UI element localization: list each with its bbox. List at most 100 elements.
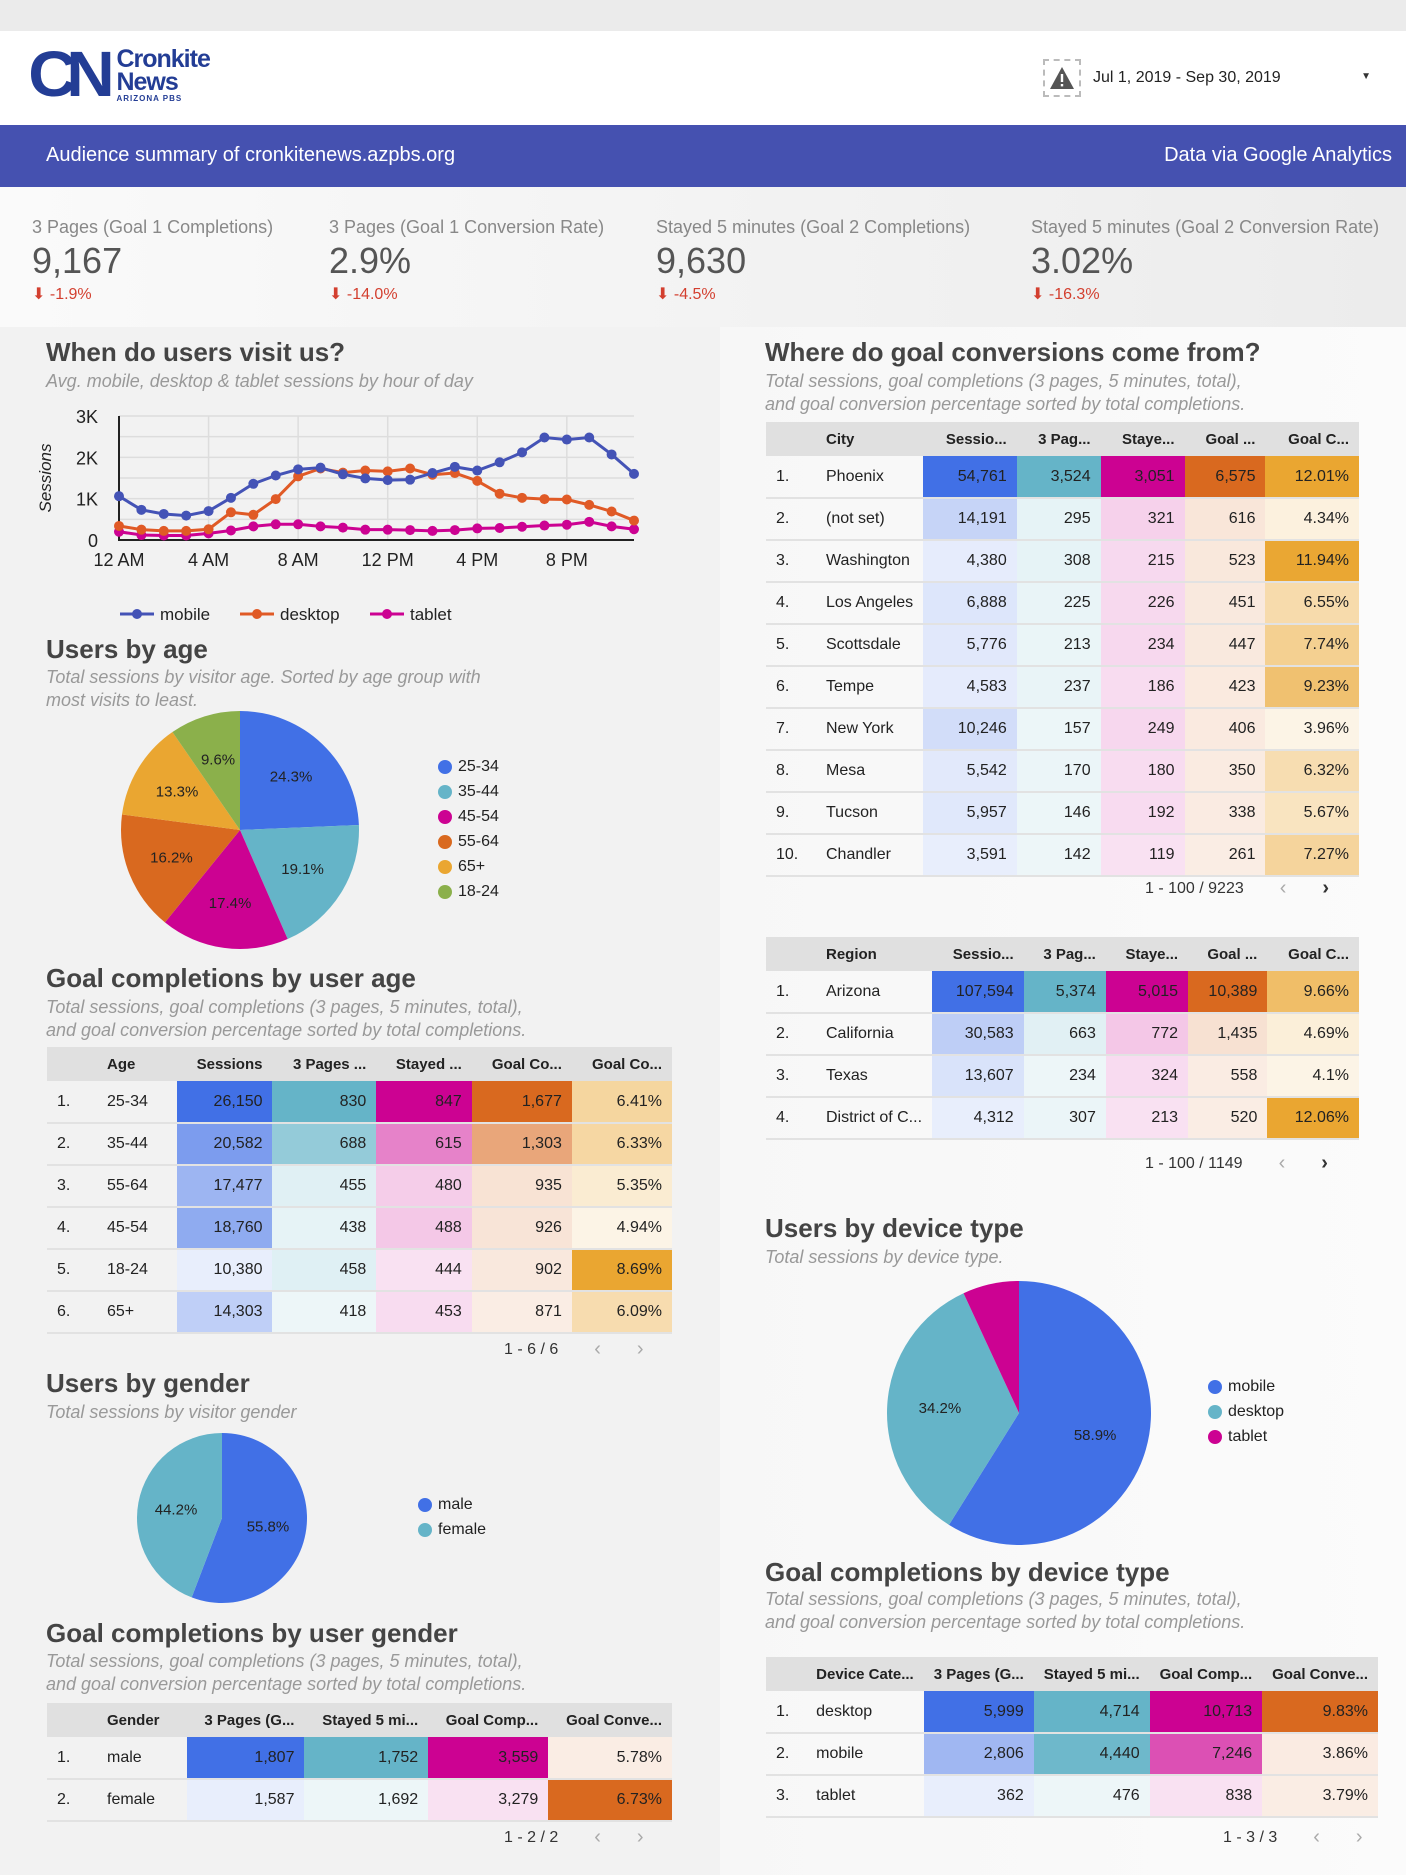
data-point-mobile[interactable] xyxy=(584,432,595,443)
column-header[interactable]: Goal Comp... xyxy=(1149,1657,1263,1691)
pie-slice-18-24[interactable] xyxy=(172,711,240,830)
data-point-tablet[interactable] xyxy=(584,516,595,527)
data-point-desktop[interactable] xyxy=(472,475,483,486)
data-point-mobile[interactable] xyxy=(494,457,505,468)
column-header[interactable]: Goal ... xyxy=(1188,937,1268,971)
pie-slice-male[interactable] xyxy=(191,1433,308,1603)
next-page-icon[interactable]: › xyxy=(1355,1826,1363,1848)
column-header[interactable] xyxy=(47,1703,97,1737)
data-point-mobile[interactable] xyxy=(136,504,147,515)
column-header[interactable]: Stayed 5 mi... xyxy=(1033,1657,1150,1691)
prev-page-icon[interactable]: ‹ xyxy=(594,1826,601,1848)
next-page-icon[interactable]: › xyxy=(636,1338,644,1360)
data-point-mobile[interactable] xyxy=(114,491,124,502)
pie-slice-45-54[interactable] xyxy=(164,830,288,949)
data-point-tablet[interactable] xyxy=(382,524,393,535)
data-point-desktop[interactable] xyxy=(405,463,416,474)
column-header[interactable] xyxy=(47,1047,97,1081)
data-point-desktop[interactable] xyxy=(629,515,639,526)
data-point-mobile[interactable] xyxy=(539,432,550,443)
legend-item[interactable]: 65+ xyxy=(438,854,499,879)
legend-item[interactable]: 45-54 xyxy=(438,804,499,829)
legend-item[interactable]: tablet xyxy=(1208,1424,1284,1449)
data-point-desktop[interactable] xyxy=(181,525,192,536)
data-point-mobile[interactable] xyxy=(427,468,438,479)
pie-slice-female[interactable] xyxy=(137,1433,222,1598)
table-row[interactable]: 8. Mesa 5,542 170 180 350 6.32% xyxy=(766,750,1359,793)
data-point-desktop[interactable] xyxy=(293,471,304,482)
column-header[interactable]: Sessio... xyxy=(932,937,1024,971)
prev-page-icon[interactable]: ‹ xyxy=(1313,1826,1320,1848)
data-point-desktop[interactable] xyxy=(539,494,550,505)
legend-item[interactable]: 35-44 xyxy=(438,779,499,804)
column-header[interactable]: 3 Pag... xyxy=(1016,422,1101,456)
data-point-mobile[interactable] xyxy=(382,475,393,486)
table-row[interactable]: 3. Washington 4,380 308 215 523 11.94% xyxy=(766,540,1359,583)
data-point-tablet[interactable] xyxy=(337,522,348,533)
data-point-mobile[interactable] xyxy=(629,468,639,479)
column-header[interactable]: Staye... xyxy=(1105,937,1189,971)
table-row[interactable]: 5. 18-24 10,380 458 444 902 8.69% xyxy=(47,1249,672,1292)
legend-item-desktop[interactable]: desktop xyxy=(240,605,340,624)
data-point-desktop[interactable] xyxy=(382,466,393,477)
column-header[interactable]: Goal C... xyxy=(1265,422,1359,456)
prev-page-icon[interactable]: ‹ xyxy=(1279,877,1287,899)
column-header[interactable]: Stayed ... xyxy=(376,1047,472,1081)
prev-page-icon[interactable]: ‹ xyxy=(594,1338,601,1360)
column-header[interactable]: 3 Pages (G... xyxy=(187,1703,305,1737)
next-page-icon[interactable]: › xyxy=(1322,877,1330,899)
pie-slice-55-64[interactable] xyxy=(121,814,240,923)
data-point-tablet[interactable] xyxy=(517,521,528,532)
data-point-tablet[interactable] xyxy=(315,521,326,532)
data-point-desktop[interactable] xyxy=(606,506,617,517)
next-page-icon[interactable]: › xyxy=(636,1826,644,1848)
column-header[interactable]: Goal Comp... xyxy=(428,1703,549,1737)
column-header[interactable]: Stayed 5 mi... xyxy=(304,1703,429,1737)
column-header[interactable]: Goal Co... xyxy=(471,1047,572,1081)
data-point-mobile[interactable] xyxy=(203,506,214,517)
data-point-tablet[interactable] xyxy=(472,523,483,534)
data-point-tablet[interactable] xyxy=(405,525,416,536)
table-row[interactable]: 1. 25-34 26,150 830 847 1,677 6.41% xyxy=(47,1081,672,1124)
table-row[interactable]: 2. 35-44 20,582 688 615 1,303 6.33% xyxy=(47,1123,672,1166)
data-point-tablet[interactable] xyxy=(270,519,281,530)
pie-slice-25-34[interactable] xyxy=(240,711,359,830)
table-row[interactable]: 9. Tucson 5,957 146 192 338 5.67% xyxy=(766,792,1359,835)
table-row[interactable]: 2. California 30,583 663 772 1,435 4.69% xyxy=(766,1013,1359,1056)
table-row[interactable]: 10. Chandler 3,591 142 119 261 7.27% xyxy=(766,834,1359,877)
legend-item-mobile[interactable]: mobile xyxy=(120,605,210,624)
column-header[interactable]: Goal Conve... xyxy=(548,1703,672,1737)
table-row[interactable]: 6. 65+ 14,303 418 453 871 6.09% xyxy=(47,1291,672,1334)
table-row[interactable]: 6. Tempe 4,583 237 186 423 9.23% xyxy=(766,666,1359,709)
column-header[interactable]: Goal C... xyxy=(1267,937,1359,971)
data-point-mobile[interactable] xyxy=(606,449,617,460)
column-header[interactable]: Region xyxy=(816,937,933,971)
legend-item[interactable]: female xyxy=(418,1517,486,1542)
pie-slice-desktop[interactable] xyxy=(887,1293,1019,1525)
table-row[interactable]: 4. District of C... 4,312 307 213 520 12.06% xyxy=(766,1097,1359,1140)
column-header[interactable] xyxy=(766,422,816,456)
data-point-mobile[interactable] xyxy=(181,510,192,521)
table-row[interactable]: 4. 45-54 18,760 438 488 926 4.94% xyxy=(47,1207,672,1250)
legend-item[interactable]: desktop xyxy=(1208,1399,1284,1424)
legend-item[interactable]: male xyxy=(418,1492,486,1517)
column-header[interactable]: 3 Pages ... xyxy=(272,1047,377,1081)
data-point-mobile[interactable] xyxy=(360,473,371,484)
data-point-mobile[interactable] xyxy=(270,470,281,481)
data-point-desktop[interactable] xyxy=(136,524,147,535)
data-point-mobile[interactable] xyxy=(315,462,326,473)
column-header[interactable]: Device Cate... xyxy=(806,1657,924,1691)
data-point-mobile[interactable] xyxy=(337,469,348,480)
data-point-mobile[interactable] xyxy=(472,465,483,476)
table-row[interactable]: 1. male 1,807 1,752 3,559 5.78% xyxy=(47,1737,672,1780)
data-point-tablet[interactable] xyxy=(248,521,259,532)
data-point-mobile[interactable] xyxy=(405,474,416,485)
legend-item[interactable]: 25-34 xyxy=(438,754,499,779)
data-point-desktop[interactable] xyxy=(494,488,505,499)
data-point-mobile[interactable] xyxy=(561,434,572,445)
data-point-tablet[interactable] xyxy=(360,524,371,535)
column-header[interactable]: Age xyxy=(97,1047,177,1081)
data-point-mobile[interactable] xyxy=(449,461,460,472)
prev-page-icon[interactable]: ‹ xyxy=(1278,1152,1286,1174)
pie-slice-65+[interactable] xyxy=(122,732,240,830)
